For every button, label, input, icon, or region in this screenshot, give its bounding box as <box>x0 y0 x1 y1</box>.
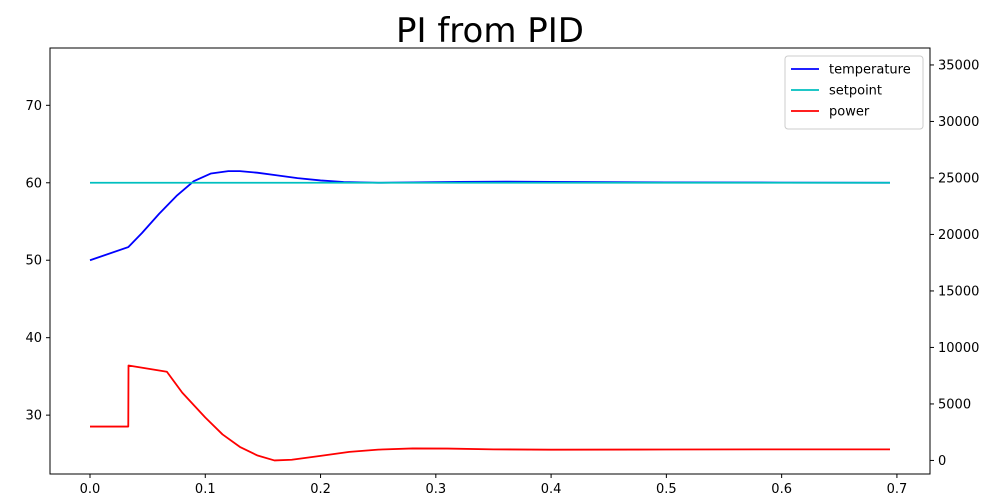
x-tick-label: 0.6 <box>771 482 792 497</box>
legend-label-power: power <box>829 105 870 120</box>
chart-title: PI from PID <box>396 11 584 51</box>
series-line-power <box>90 364 890 462</box>
x-tick-label: 0.2 <box>310 482 331 497</box>
y-tick-label-right: 20000 <box>938 228 979 243</box>
x-tick-label: 0.7 <box>887 482 908 497</box>
legend-box <box>784 55 924 130</box>
y-tick-label-right: 5000 <box>938 397 971 412</box>
y-tick-label-right: 35000 <box>938 58 979 73</box>
legend: temperature setpoint power <box>784 55 924 130</box>
y-tick-label-right: 30000 <box>938 115 979 130</box>
y-tick-label-left: 40 <box>25 331 42 346</box>
axes: 0.0 0.1 0.2 0.3 0.4 0.5 0.6 0.7 30 40 50 60 70 0 5000 1… <box>25 47 979 497</box>
y-tick-label-left: 60 <box>25 176 42 191</box>
x-tick-label: 0.5 <box>656 482 677 497</box>
y-tick-label-left: 70 <box>25 99 42 114</box>
x-tick-label: 0.0 <box>80 482 101 497</box>
x-tick-label: 0.1 <box>195 482 216 497</box>
y-tick-label-left: 30 <box>25 409 42 424</box>
y-tick-label-right: 25000 <box>938 171 979 186</box>
plot-frame <box>49 47 931 475</box>
legend-label-setpoint: setpoint <box>829 84 882 99</box>
x-tick-label: 0.3 <box>425 482 446 497</box>
y-tick-label-right: 0 <box>938 454 946 469</box>
y-tick-label-right: 10000 <box>938 341 979 356</box>
x-tick-label: 0.4 <box>541 482 562 497</box>
y-tick-label-right: 15000 <box>938 284 979 299</box>
plot-area <box>89 170 891 462</box>
legend-label-temperature: temperature <box>829 63 911 78</box>
y-tick-label-left: 50 <box>25 254 42 269</box>
